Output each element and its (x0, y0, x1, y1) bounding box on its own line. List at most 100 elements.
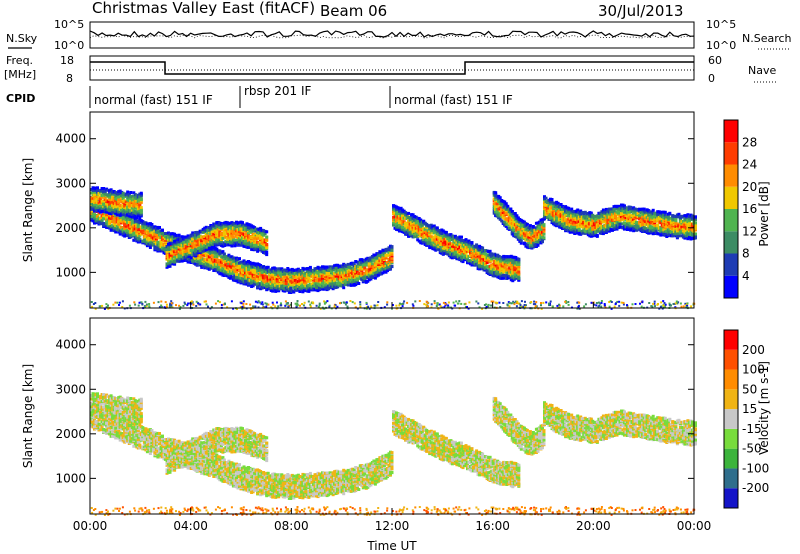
power-cell (460, 235, 463, 239)
power-cell (299, 286, 303, 290)
power-cell (174, 233, 178, 237)
power-cell (266, 265, 270, 269)
power-cell (221, 236, 225, 240)
power-cell (141, 220, 145, 224)
power-cell (150, 223, 154, 226)
power-cell (123, 231, 127, 235)
power-cell (251, 276, 255, 280)
power-cell (324, 269, 327, 273)
power-cell (201, 257, 205, 261)
power-cell (339, 264, 343, 268)
power-cell (153, 225, 157, 229)
power-cell (129, 217, 133, 221)
power-cell (494, 191, 498, 195)
power-cell (177, 235, 181, 239)
power-cell (236, 266, 240, 270)
power-cell (301, 290, 305, 294)
power-cell (259, 264, 263, 267)
power-cell (324, 282, 327, 286)
power-cell (248, 265, 252, 269)
power-cell (159, 245, 163, 248)
cpid-panel: CPID normal (fast) 151 IF rbsp 201 IF no… (6, 84, 513, 108)
power-cell (293, 282, 297, 286)
power-cell (219, 264, 223, 268)
power-cell (357, 272, 361, 275)
power-cell (278, 284, 282, 288)
noise-search-label: N.Search (742, 32, 792, 45)
power-cell (158, 226, 161, 229)
power-cell (293, 272, 297, 275)
power-cell (111, 215, 115, 219)
power-cell (299, 272, 303, 275)
power-cell (231, 272, 235, 275)
power-cell (132, 238, 136, 242)
power-cell (233, 262, 237, 266)
cpid-segment-3: normal (fast) 151 IF (394, 93, 513, 107)
power-cell (435, 226, 439, 230)
power-cell (126, 231, 130, 235)
power-cell (112, 222, 116, 226)
power-cell (233, 278, 237, 282)
power-cell (429, 235, 433, 239)
power-cell (221, 250, 225, 254)
power-cell (228, 260, 232, 264)
power-cell (156, 225, 160, 229)
power-cell (218, 272, 222, 276)
noise-panel: N.Sky 10^5 10^0 10^5 10^0 N.Search (6, 18, 792, 52)
power-cell (97, 216, 101, 220)
power-cell (156, 243, 160, 247)
power-cell (265, 250, 269, 254)
power-cell (156, 247, 160, 251)
power-cell (248, 272, 252, 276)
power-cell (390, 245, 394, 249)
freq-left-tick-top: 18 (60, 54, 74, 67)
power-cell (260, 273, 264, 277)
plot-title: Christmas Valley East (fitACF) (92, 0, 315, 17)
power-cell (363, 266, 367, 270)
power-cell (171, 238, 175, 242)
power-cell (263, 280, 267, 284)
power-cell (324, 273, 327, 277)
power-cell (218, 266, 222, 270)
freq-unit-label: [MHz] (4, 68, 36, 81)
power-cell (248, 260, 252, 264)
power-cell (339, 278, 343, 282)
power-cell (278, 269, 282, 273)
noise-left-tick-top: 10^5 (54, 18, 84, 31)
power-cell (308, 278, 312, 282)
power-cell (219, 262, 223, 266)
power-cell (325, 265, 329, 269)
power-cell (293, 275, 297, 279)
power-cell (218, 258, 222, 262)
power-cell (124, 226, 128, 230)
power-cell (265, 267, 269, 271)
power-cell (263, 269, 267, 273)
power-cell (292, 290, 296, 294)
power-cell (126, 215, 130, 219)
power-cell (278, 279, 282, 283)
power-cell (218, 251, 222, 255)
power-cell (275, 277, 279, 281)
power-cell (156, 236, 160, 240)
power-cell (287, 268, 291, 272)
power-cell (99, 217, 103, 221)
power-cell (308, 270, 312, 273)
power-cell (265, 230, 269, 234)
power-cell (120, 226, 124, 230)
noise-right-tick-top: 10^5 (706, 18, 736, 31)
power-cell (324, 286, 327, 290)
power-cell (203, 251, 207, 255)
power-cell (97, 211, 101, 215)
power-cell (111, 226, 115, 229)
power-cell (507, 226, 511, 230)
power-cell (135, 216, 139, 220)
power-cell (158, 232, 161, 236)
power-cell (115, 227, 119, 230)
power-cell (324, 284, 327, 288)
power-cell (370, 275, 374, 278)
power-cell (189, 256, 193, 260)
power-cell (233, 259, 237, 263)
power-cell (100, 219, 104, 223)
power-cell (206, 253, 210, 257)
